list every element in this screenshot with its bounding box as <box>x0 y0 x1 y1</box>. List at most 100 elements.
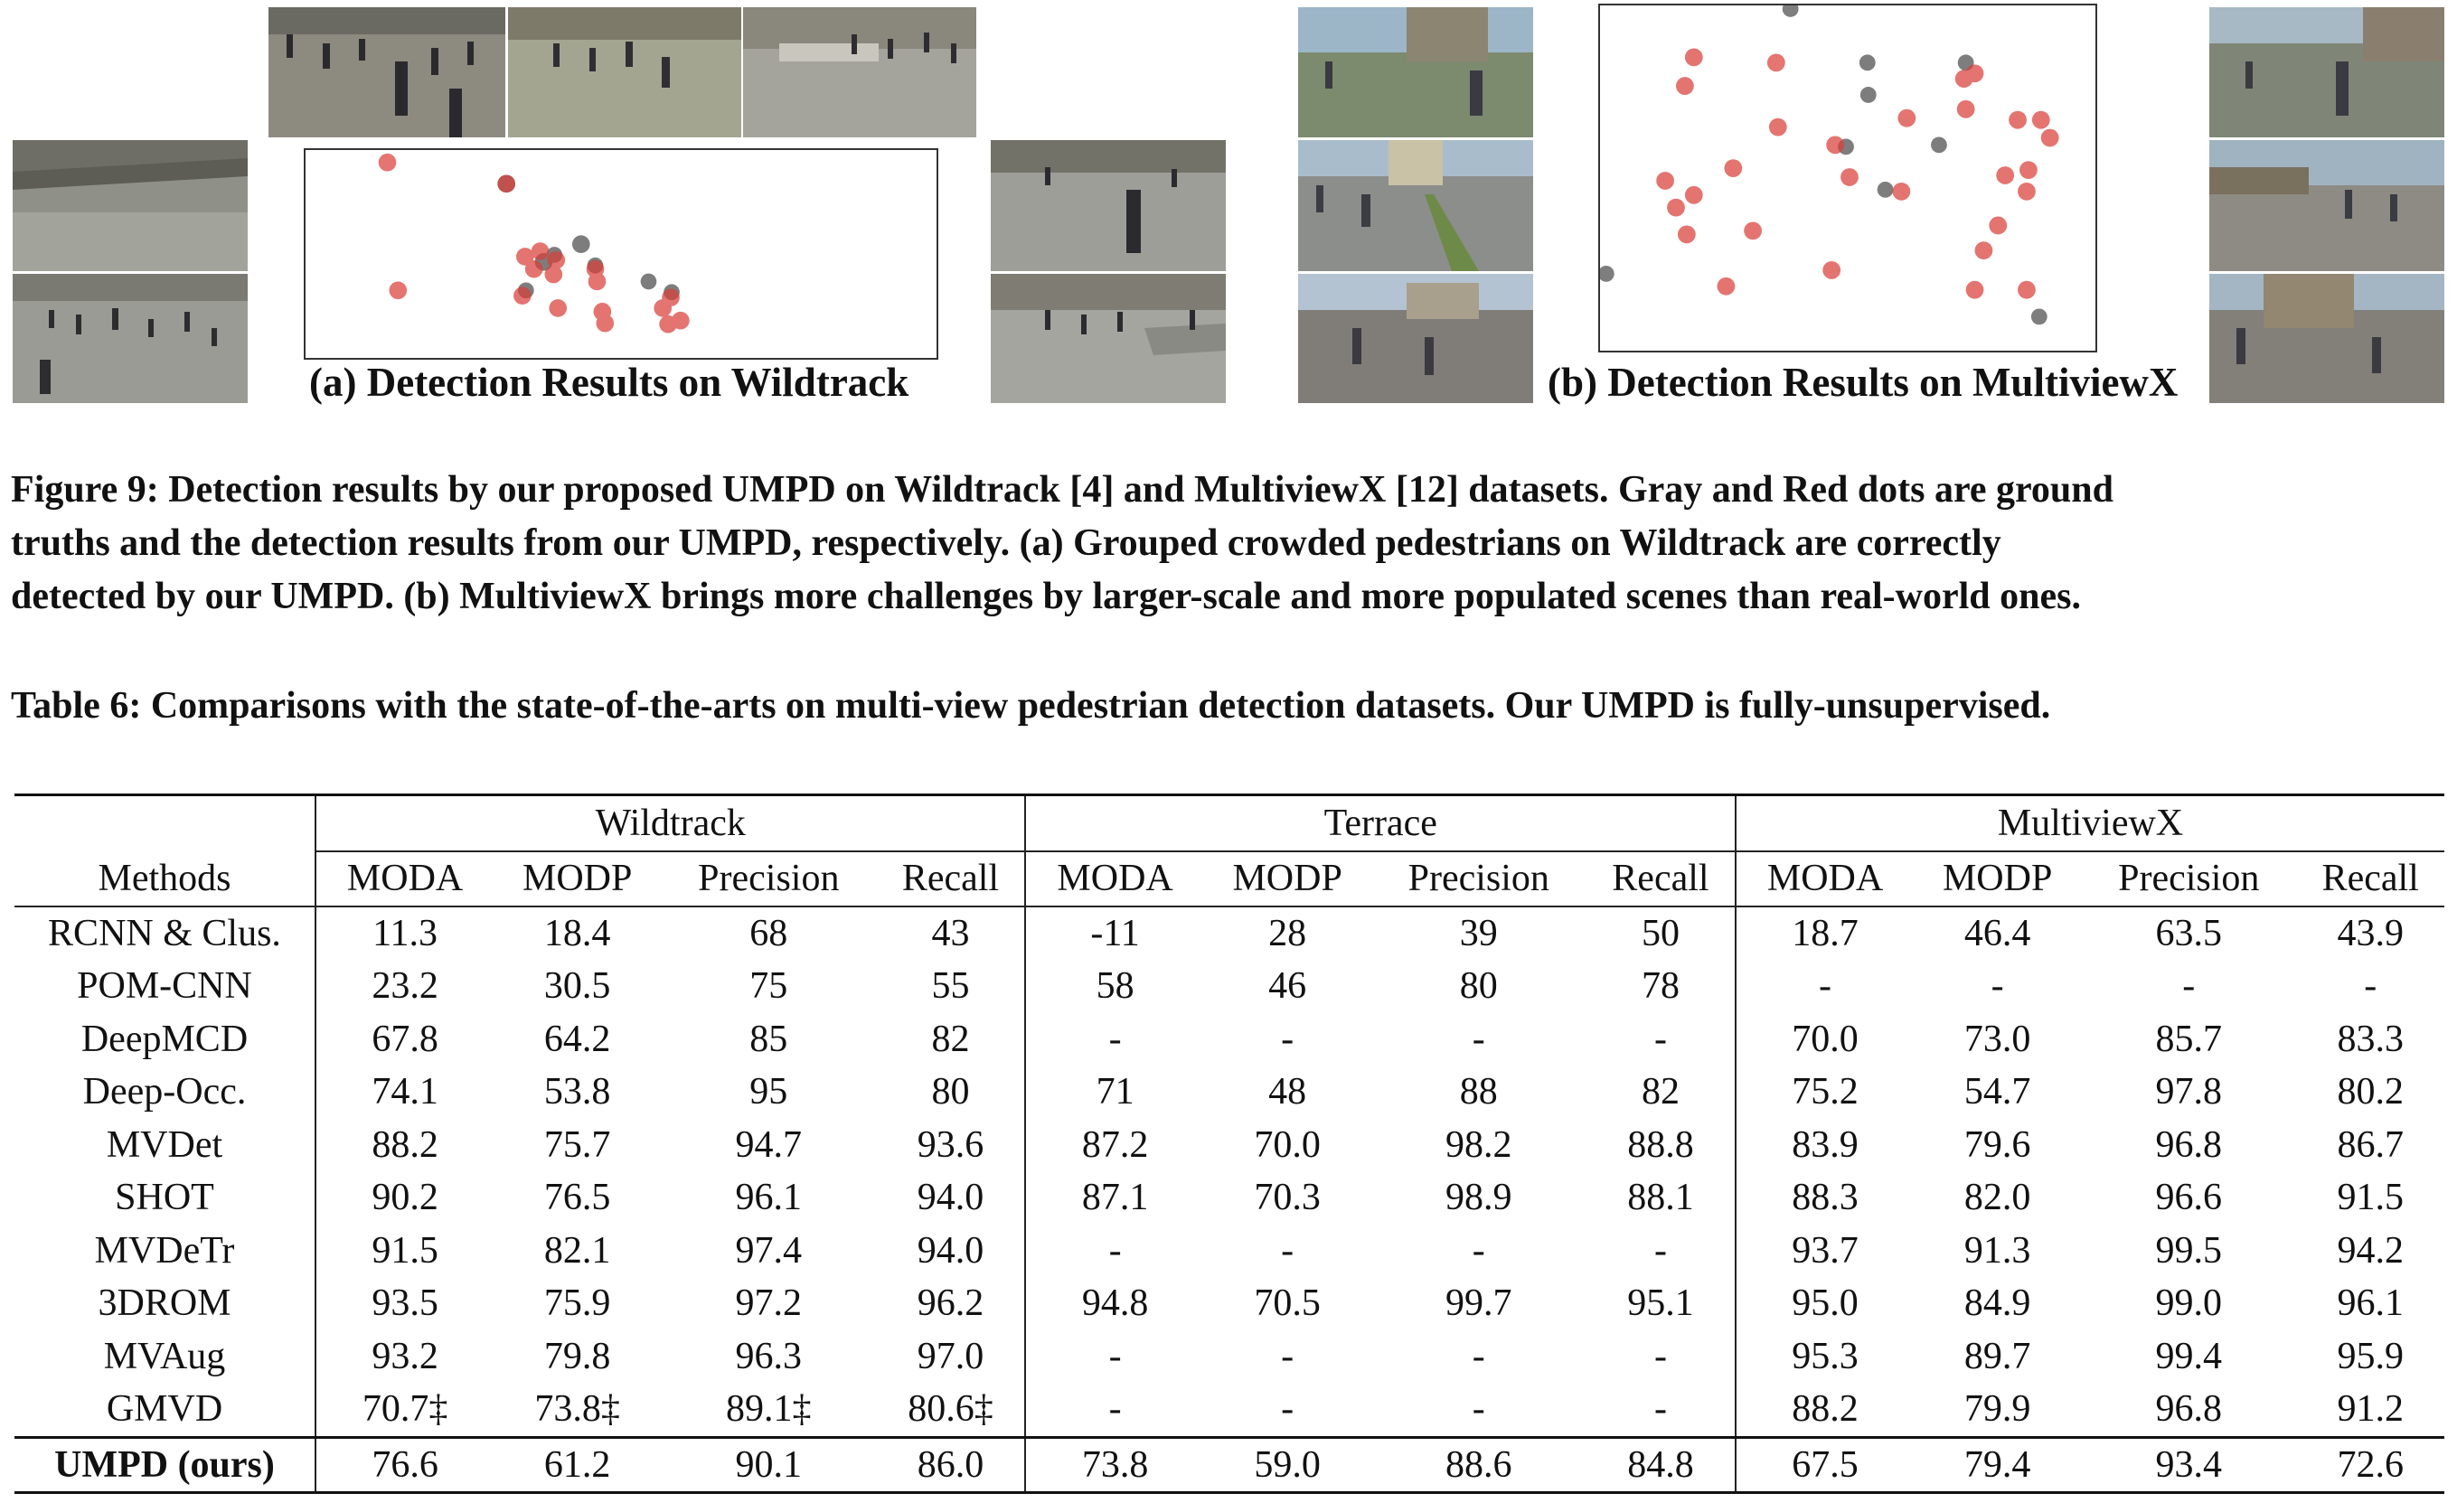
metric-value: 95.1 <box>1627 1282 1694 1325</box>
metric-value: 75.2 <box>1734 1066 1915 1119</box>
metric-value: 98.2 <box>1445 1123 1512 1166</box>
multiviewx-view-photo-5 <box>2209 140 2444 271</box>
metric-value: 76.6 <box>314 1435 494 1494</box>
metric-value: - <box>1734 960 1915 1013</box>
metric-value: 88.2 <box>314 1118 494 1171</box>
method-name: MVAug <box>103 1335 226 1377</box>
metric-value: 95.0 <box>1734 1277 1915 1330</box>
metric-value: -11 <box>1024 906 1204 960</box>
wildtrack-view-photo-2 <box>13 274 248 403</box>
metric-value: 96.3 <box>735 1335 803 1377</box>
group-header-wildtrack: Wildtrack <box>314 794 1026 852</box>
method-name: Deep-Occ. <box>82 1071 247 1113</box>
metric-value: 82 <box>1641 1071 1680 1113</box>
metric-value: 54.7 <box>1963 1071 2031 1113</box>
metric-value: - <box>1991 965 2004 1008</box>
wildtrack-view-photo-1 <box>13 140 248 271</box>
metric-value: 94.7 <box>735 1123 803 1166</box>
table-body: RCNN & Clus. 11.3 18.4 68 43 -11 28 39 50 18.7 46.… <box>14 906 2444 1494</box>
metric-value: 98.9 <box>1445 1177 1512 1219</box>
col-modp: MODP <box>494 851 662 907</box>
metric-value: 43.9 <box>2337 912 2404 954</box>
metric-value: 91.5 <box>314 1224 494 1277</box>
metric-value: 99.4 <box>2155 1335 2223 1377</box>
metric-value: 93.7 <box>1734 1224 1915 1277</box>
metric-value: 96.1 <box>2337 1282 2404 1325</box>
metric-value: 89.7 <box>1963 1335 2031 1377</box>
method-name: RCNN & Clus. <box>48 912 281 954</box>
metric-value: 58 <box>1024 960 1204 1013</box>
method-name: POM-CNN <box>77 965 252 1008</box>
metric-value: 70.7‡ <box>314 1383 494 1437</box>
col-modp: MODP <box>1914 851 2082 907</box>
metric-value: 63.5 <box>2155 912 2223 954</box>
col-moda: MODA <box>1734 851 1915 907</box>
metric-value: 93.5 <box>314 1277 494 1330</box>
figure-caption-line-2: truths and the detection results from ou… <box>11 522 2001 564</box>
metric-value: 93.6 <box>917 1123 984 1166</box>
method-name: MVDet <box>106 1123 223 1166</box>
wildtrack-figure-caption: (a) Detection Results on Wildtrack <box>309 360 909 405</box>
metric-value: 84.8 <box>1586 1435 1736 1494</box>
metric-value: 71 <box>1024 1066 1204 1119</box>
table-row: SHOT 90.2 76.5 96.1 94.0 87.1 70.3 98.9 88.1 88.3… <box>14 1171 2444 1225</box>
metric-value: 93.2 <box>314 1329 494 1383</box>
method-name: DeepMCD <box>80 1018 249 1060</box>
multiviewx-view-photo-6 <box>2209 274 2444 403</box>
table-row-ours: UMPD (ours) 76.6 61.2 90.1 86.0 73.8 59.0 88.6 8… <box>14 1435 2444 1494</box>
metric-value: 78 <box>1641 965 1680 1008</box>
metric-value: 88 <box>1459 1071 1498 1113</box>
metric-value: 91.2 <box>2337 1388 2404 1431</box>
method-name: SHOT <box>115 1177 214 1219</box>
metric-value: 67.8 <box>314 1012 494 1066</box>
table-caption-text: Table 6: Comparisons with the state-of-t… <box>11 685 2051 727</box>
metric-value: - <box>1653 1335 1667 1377</box>
metric-value: 97.8 <box>2155 1071 2223 1113</box>
metric-value: 99.7 <box>1445 1282 1512 1325</box>
metric-value: 43 <box>931 912 970 954</box>
metric-value: 88.3 <box>1734 1171 1915 1225</box>
metric-value: 90.2 <box>314 1171 494 1225</box>
metric-value: 96.1 <box>735 1177 803 1219</box>
metric-value: 67.5 <box>1734 1435 1915 1494</box>
metric-value: 93.4 <box>2081 1435 2297 1494</box>
metric-value: - <box>1653 1388 1667 1431</box>
metric-value: 75 <box>749 965 788 1008</box>
metric-value: 68 <box>749 912 788 954</box>
metric-value: 74.1 <box>314 1066 494 1119</box>
col-moda: MODA <box>314 851 494 907</box>
wildtrack-view-photo-3 <box>268 7 505 137</box>
metric-value: 75.7 <box>543 1123 611 1166</box>
table-row: 3DROM 93.5 75.9 97.2 96.2 94.8 70.5 99.7 95.1 95.… <box>14 1277 2444 1330</box>
col-recall: Recall <box>876 851 1026 907</box>
metric-value: 79.4 <box>1914 1435 2082 1494</box>
metric-value: 87.2 <box>1024 1118 1204 1171</box>
metric-value: 73.8‡ <box>534 1388 620 1431</box>
multiviewx-view-photo-1 <box>1298 7 1533 137</box>
metric-value: 80.6‡ <box>908 1388 993 1431</box>
metric-value: 88.6 <box>1370 1435 1586 1494</box>
metric-value: 79.9 <box>1963 1388 2031 1431</box>
metric-value: 85.7 <box>2155 1018 2223 1060</box>
method-name: UMPD (ours) <box>14 1435 315 1494</box>
metric-value: 80 <box>1459 965 1498 1008</box>
group-header-terrace: Terrace <box>1024 794 1736 852</box>
metric-value: 61.2 <box>494 1435 662 1494</box>
metric-value: 28 <box>1268 912 1307 954</box>
metric-value: - <box>1472 1388 1485 1431</box>
metric-value: - <box>1281 1335 1294 1377</box>
metric-value: 70.5 <box>1254 1282 1321 1325</box>
metric-value: 86.0 <box>876 1435 1026 1494</box>
metric-value: 95 <box>749 1071 788 1113</box>
figure-caption-line-1: Figure 9: Detection results by our propo… <box>11 469 2113 511</box>
metric-value: 46.4 <box>1963 912 2031 954</box>
metric-value: 73.0 <box>1963 1018 2031 1060</box>
table-row: GMVD 70.7‡ 73.8‡ 89.1‡ 80.6‡ - - - -88.2 79.9 96.8… <box>14 1383 2444 1437</box>
metric-value: - <box>1024 1329 1204 1383</box>
metric-value: 97.0 <box>917 1335 984 1377</box>
multiviewx-view-photo-3 <box>1298 274 1533 403</box>
metric-value: 88.8 <box>1627 1123 1694 1166</box>
metric-value: 87.1 <box>1024 1171 1204 1225</box>
method-name: MVDeTr <box>94 1229 235 1272</box>
metric-value: - <box>2364 965 2377 1008</box>
